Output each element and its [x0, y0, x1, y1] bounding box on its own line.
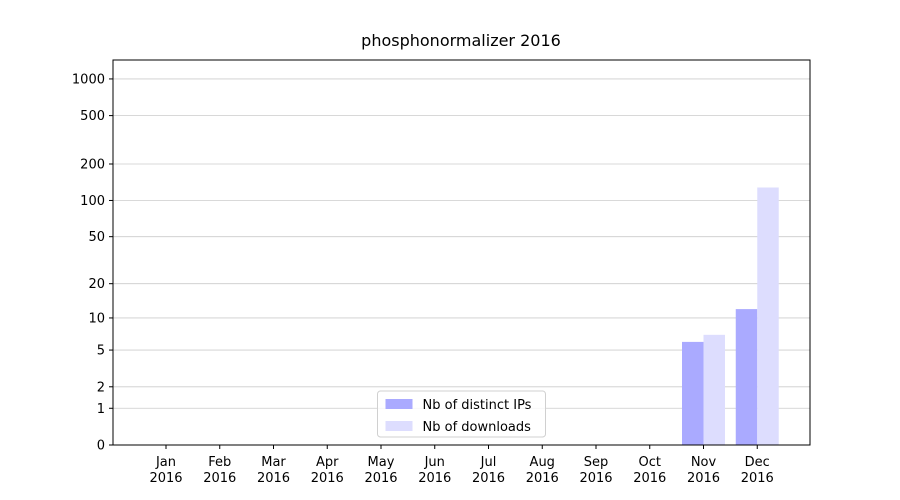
x-tick-label: 2016: [364, 471, 397, 486]
y-tick-label: 5: [97, 344, 105, 359]
y-tick-label: 1: [97, 402, 105, 417]
x-tick-label: 2016: [526, 471, 559, 486]
x-tick-label: Oct: [639, 455, 661, 470]
y-tick-label: 2: [97, 380, 105, 395]
x-tick-label: 2016: [203, 471, 236, 486]
x-tick-label: 2016: [149, 471, 182, 486]
bar: [703, 334, 725, 445]
x-tick-label: Jul: [480, 455, 497, 470]
y-tick-label: 20: [88, 277, 105, 292]
y-tick-label: 0: [97, 439, 105, 454]
bar: [735, 309, 758, 445]
legend-swatch: [385, 421, 413, 431]
y-tick-label: 500: [80, 109, 105, 124]
legend-swatch: [385, 399, 413, 409]
legend-label: Nb of distinct IPs: [423, 398, 532, 413]
x-tick-label: 2016: [741, 471, 774, 486]
x-tick-label: 2016: [257, 471, 290, 486]
bar: [682, 341, 704, 445]
x-tick-label: 2016: [472, 471, 505, 486]
x-tick-label: Nov: [691, 455, 717, 470]
x-tick-label: 2016: [687, 471, 720, 486]
x-tick-label: Feb: [208, 455, 231, 470]
x-tick-label: Jun: [424, 455, 445, 470]
x-tick-label: Sep: [584, 455, 609, 470]
x-tick-label: Dec: [745, 455, 770, 470]
y-tick-label: 50: [88, 230, 105, 245]
x-tick-label: Mar: [261, 455, 286, 470]
x-tick-label: 2016: [579, 471, 612, 486]
plot-frame: [112, 59, 811, 446]
chart-title: phosphonormalizer 2016: [361, 31, 561, 50]
y-tick-label: 10: [88, 311, 105, 326]
legend-label: Nb of downloads: [423, 420, 532, 435]
x-tick-label: Jan: [155, 455, 176, 470]
y-tick-label: 1000: [72, 72, 105, 87]
y-tick-label: 100: [80, 194, 105, 209]
x-tick-label: Aug: [530, 455, 555, 470]
legend-box: [377, 390, 546, 438]
x-tick-label: 2016: [418, 471, 451, 486]
x-tick-label: May: [368, 455, 395, 470]
bar: [757, 187, 779, 445]
y-tick-label: 200: [80, 158, 105, 173]
x-tick-label: 2016: [633, 471, 666, 486]
x-tick-label: 2016: [311, 471, 344, 486]
x-tick-label: Apr: [316, 455, 339, 470]
